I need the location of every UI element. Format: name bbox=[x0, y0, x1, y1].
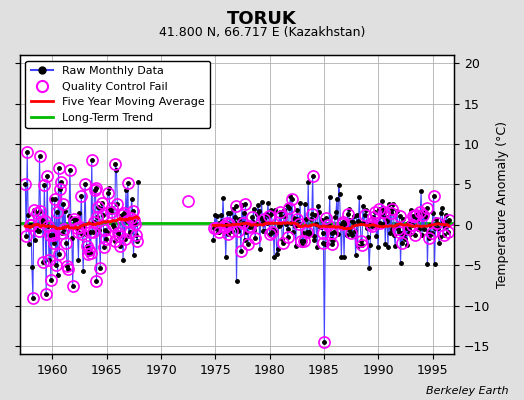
Text: 41.800 N, 66.717 E (Kazakhstan): 41.800 N, 66.717 E (Kazakhstan) bbox=[159, 26, 365, 39]
Legend: Raw Monthly Data, Quality Control Fail, Five Year Moving Average, Long-Term Tren: Raw Monthly Data, Quality Control Fail, … bbox=[26, 60, 211, 128]
Text: TORUK: TORUK bbox=[227, 10, 297, 28]
Y-axis label: Temperature Anomaly (°C): Temperature Anomaly (°C) bbox=[496, 121, 509, 288]
Text: Berkeley Earth: Berkeley Earth bbox=[426, 386, 508, 396]
